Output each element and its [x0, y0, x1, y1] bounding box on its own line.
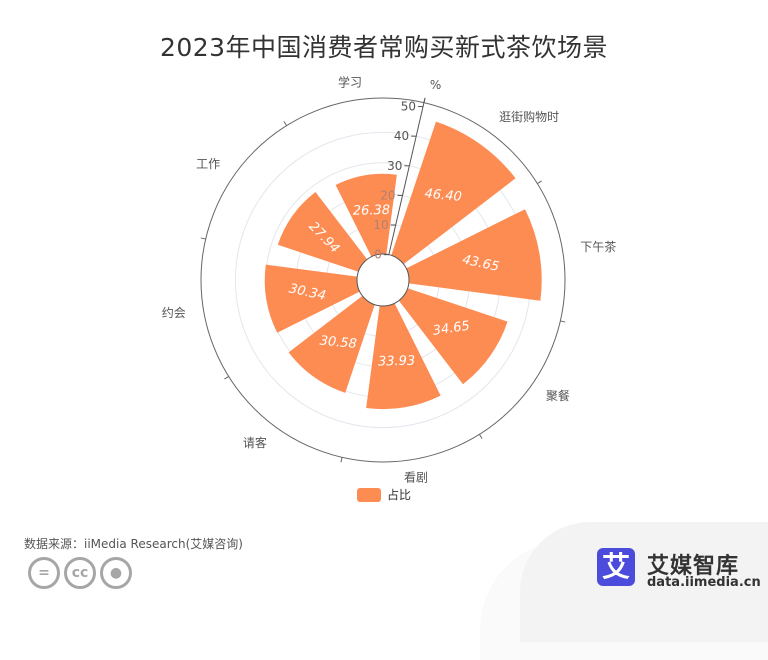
category-label: 学习	[338, 75, 362, 90]
bar-看剧[interactable]	[366, 303, 441, 410]
bar-下午茶[interactable]	[406, 209, 542, 301]
radius-axis-label: 20	[380, 188, 395, 202]
category-label: 请客	[243, 435, 267, 450]
bar-学习[interactable]	[335, 173, 397, 257]
radius-axis-unit: %	[430, 78, 441, 92]
bar-请客[interactable]	[288, 295, 375, 393]
bar-逛街购物时[interactable]	[391, 121, 516, 265]
data-source: 数据来源：iiMedia Research(艾媒咨询)	[24, 537, 243, 551]
category-label: 聚餐	[546, 388, 570, 403]
bar-value-label: 34.65	[432, 319, 471, 339]
license-icons: = cc ●	[28, 557, 132, 589]
radius-axis-label: 30	[387, 159, 402, 173]
angle-axis-tick	[537, 180, 542, 184]
chart-title: 2023年中国消费者常购买新式茶饮场景	[159, 33, 609, 62]
bar-工作[interactable]	[277, 191, 368, 272]
bar-value-label: 46.40	[424, 186, 462, 204]
angle-axis-tick	[283, 121, 287, 126]
inner-circle	[356, 253, 410, 307]
radius-axis-label: 50	[401, 100, 416, 114]
attribution-icon: ●	[100, 557, 132, 589]
angle-axis-tick	[340, 457, 343, 463]
radius-axis-line	[388, 98, 426, 255]
creative-commons-icon: cc	[64, 557, 96, 589]
category-label: 约会	[162, 305, 186, 320]
legend[interactable]: 占比	[357, 486, 411, 503]
legend-label: 占比	[387, 488, 412, 502]
legend-swatch	[357, 487, 381, 502]
angle-axis-tick	[200, 237, 206, 240]
brand-url: data.iimedia.cn	[647, 575, 761, 590]
bar-value-label: 33.93	[378, 354, 416, 370]
bar-聚餐[interactable]	[398, 288, 508, 385]
brand-name: 艾媒智库	[647, 554, 740, 579]
category-label: 看剧	[404, 470, 428, 484]
no-derivatives-icon: =	[28, 557, 60, 589]
category-label: 工作	[196, 157, 220, 171]
radius-axis-label: 40	[394, 129, 409, 143]
angle-axis-tick	[560, 320, 566, 323]
angle-axis-tick	[479, 434, 483, 439]
angle-axis-circle	[200, 97, 566, 463]
radius-axis-label: 10	[373, 218, 388, 232]
angle-axis-tick	[224, 376, 229, 380]
category-label: 逛街购物时	[499, 109, 559, 124]
radius-axis-label: 0	[374, 248, 382, 262]
bar-value-label: 30.58	[319, 334, 357, 352]
bar-value-label: 26.38	[353, 203, 391, 219]
polar-bar-chart: 26.3846.4043.6534.6533.9330.5830.3427.94…	[162, 75, 617, 485]
brand-logo-icon: 艾	[597, 548, 635, 586]
bar-约会[interactable]	[264, 264, 360, 333]
category-label: 下午茶	[580, 239, 616, 254]
